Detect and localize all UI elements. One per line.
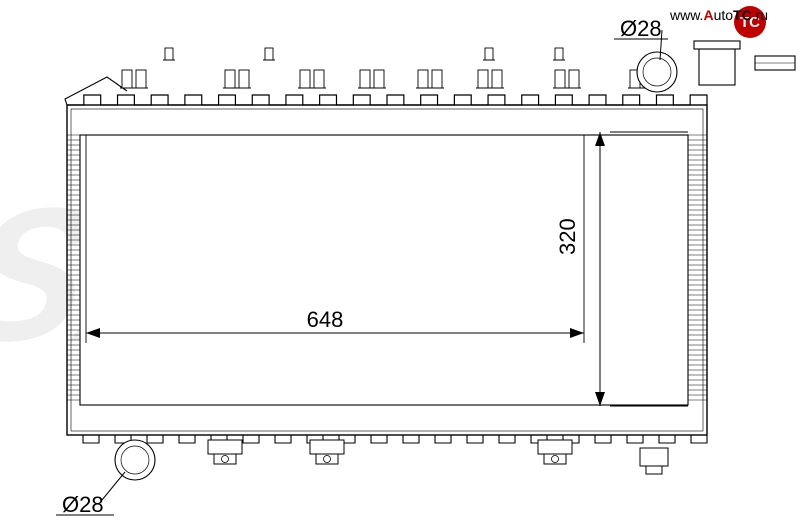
dim-dia-top: Ø28 — [620, 16, 662, 41]
logo-url: www.AutoTC.ru — [669, 7, 768, 23]
site-logo: TCwww.AutoTC.ru — [669, 6, 768, 38]
dim-dia-bottom: Ø28 — [62, 492, 104, 517]
dim-height: 320 — [555, 218, 580, 255]
radiator-drawing — [65, 41, 795, 480]
dim-width: 648 — [307, 307, 344, 332]
